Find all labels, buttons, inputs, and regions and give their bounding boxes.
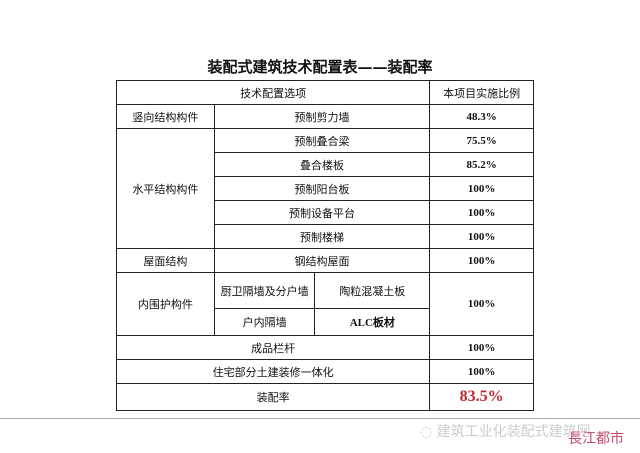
table-row: 预制楼梯 100% xyxy=(117,224,534,249)
table-row: 水平结构构件 预制叠合梁 75.5% xyxy=(116,128,534,249)
item-cell: 预制楼梯 xyxy=(213,224,431,249)
logo: 長江都市 xyxy=(568,431,624,447)
category-cell: 屋面结构 xyxy=(116,248,215,273)
item-cell: 预制叠合梁 xyxy=(213,128,431,153)
material-cell: 陶粒混凝土板 xyxy=(314,272,431,309)
table-row: 屋面结构 钢结构屋面 100% xyxy=(116,248,534,273)
table-row: 住宅部分土建装修一体化 100% xyxy=(115,359,534,384)
ratio-cell: 48.3% xyxy=(429,104,534,129)
table-row: 竖向结构构件 预制剪力墙 48.3% xyxy=(116,104,534,129)
divider xyxy=(0,418,640,419)
category-cell: 竖向结构构件 xyxy=(116,104,215,129)
item-cell: 钢结构屋面 xyxy=(213,248,431,273)
ratio-cell: 100% xyxy=(429,200,534,225)
ratio-cell: 100% xyxy=(429,248,534,273)
config-table: 技术配置选项 本项目实施比例 竖向结构构件 预制剪力墙 48.3% 水平结构构件 预制叠… xyxy=(115,80,534,411)
table-row: 预制设备平台 100% xyxy=(117,200,534,225)
table-header: 技术配置选项 本项目实施比例 xyxy=(115,80,534,105)
total-ratio: 83.5% xyxy=(429,383,534,411)
wechat-icon: ◌ xyxy=(420,424,437,440)
watermark: ◌ 建筑工业化装配式建筑网 xyxy=(420,424,591,440)
ratio-cell: 75.5% xyxy=(429,128,534,153)
ratio-cell: 100% xyxy=(429,359,534,384)
item-cell: 叠合楼板 xyxy=(213,152,431,177)
material-cell: ALC板材 xyxy=(314,308,431,336)
ratio-cell: 100% xyxy=(429,335,534,360)
item-cell: 预制阳台板 xyxy=(213,176,431,201)
item-cell: 成品栏杆 xyxy=(115,335,431,360)
header-ratio: 本项目实施比例 xyxy=(429,80,534,105)
ratio-cell: 85.2% xyxy=(429,152,534,177)
item-cell: 住宅部分土建装修一体化 xyxy=(115,359,431,384)
category-cell: 内围护构件 xyxy=(116,272,215,336)
item-cell: 厨卫隔墙及分户墙 xyxy=(213,272,316,309)
item-cell: 户内隔墙 xyxy=(213,308,316,336)
item-cell: 预制设备平台 xyxy=(213,200,431,225)
table-row: 成品栏杆 100% xyxy=(115,335,534,360)
table-row: 户内隔墙 ALC板材 xyxy=(117,308,534,336)
table-row: 内围护构件 厨卫隔墙及分户墙 陶粒混凝土板 100% xyxy=(116,272,534,336)
item-cell: 预制剪力墙 xyxy=(213,104,431,129)
header-option: 技术配置选项 xyxy=(115,80,431,105)
category-cell: 水平结构构件 xyxy=(116,128,215,249)
total-label: 装配率 xyxy=(115,383,431,411)
ratio-cell: 100% xyxy=(429,272,534,336)
total-row: 装配率 83.5% xyxy=(115,383,534,411)
ratio-cell: 100% xyxy=(429,176,534,201)
table-row: 叠合楼板 85.2% xyxy=(117,152,534,177)
ratio-cell: 100% xyxy=(429,224,534,249)
page-title: 装配式建筑技术配置表——装配率 xyxy=(207,58,433,76)
